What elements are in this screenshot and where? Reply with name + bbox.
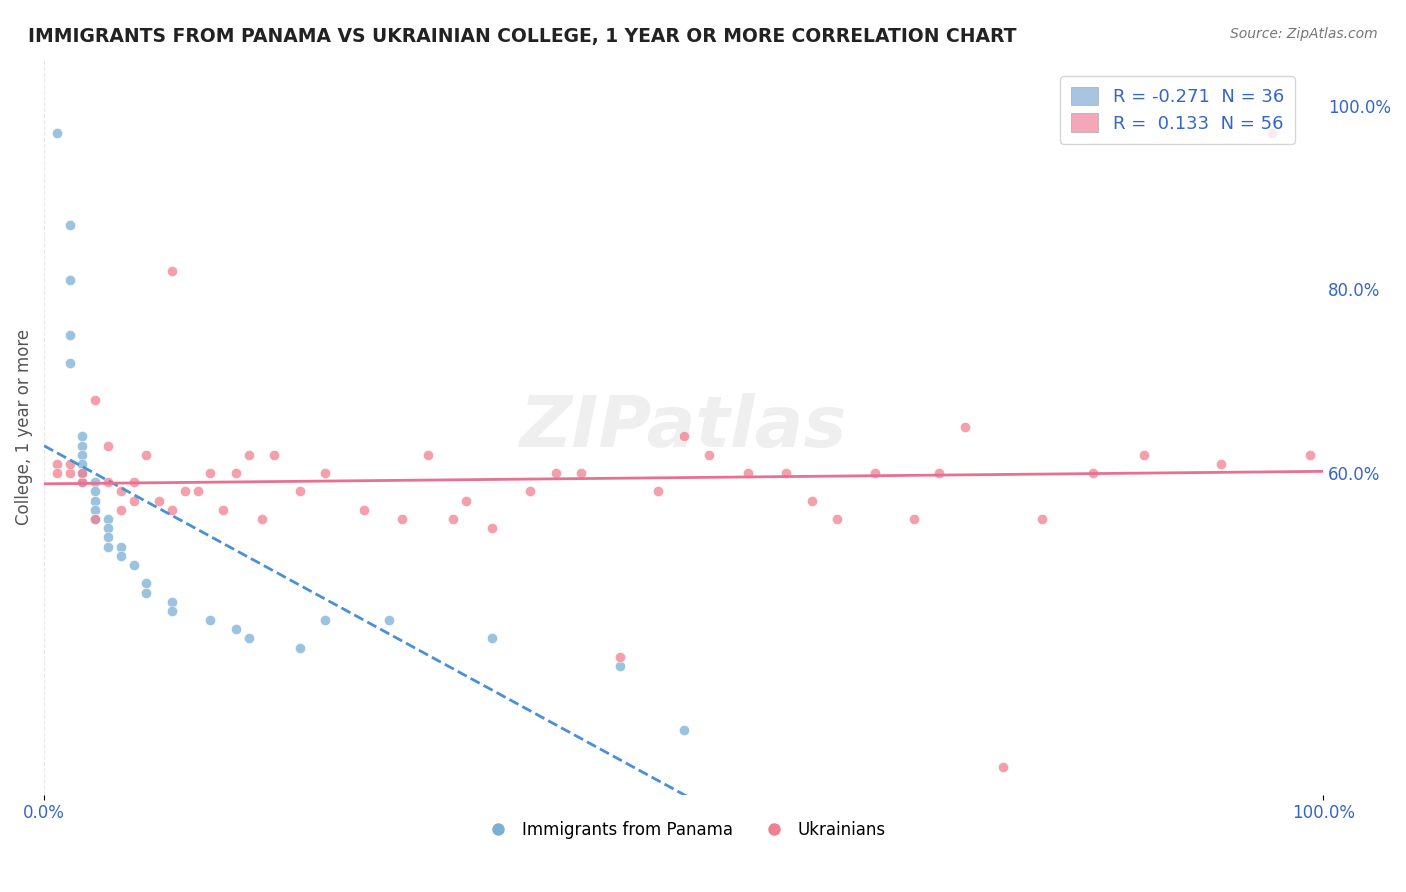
Point	[72, 438, 94, 452]
Text: Source: ZipAtlas.com: Source: ZipAtlas.com	[1230, 27, 1378, 41]
Point	[97, 438, 120, 452]
Point	[737, 466, 759, 480]
Point	[1209, 457, 1232, 471]
Text: IMMIGRANTS FROM PANAMA VS UKRAINIAN COLLEGE, 1 YEAR OR MORE CORRELATION CHART: IMMIGRANTS FROM PANAMA VS UKRAINIAN COLL…	[28, 27, 1017, 45]
Point	[72, 457, 94, 471]
Point	[250, 512, 273, 526]
Point	[84, 512, 107, 526]
Point	[238, 632, 260, 646]
Point	[160, 264, 183, 278]
Point	[160, 604, 183, 618]
Point	[825, 512, 848, 526]
Point	[569, 466, 592, 480]
Point	[84, 512, 107, 526]
Point	[59, 356, 82, 370]
Point	[315, 613, 337, 627]
Point	[456, 493, 478, 508]
Point	[97, 540, 120, 554]
Point	[110, 540, 132, 554]
Point	[288, 640, 311, 655]
Point	[160, 503, 183, 517]
Point	[1299, 448, 1322, 462]
Point	[59, 218, 82, 232]
Point	[59, 466, 82, 480]
Point	[865, 466, 887, 480]
Point	[59, 328, 82, 343]
Point	[238, 448, 260, 462]
Point	[72, 466, 94, 480]
Point	[647, 484, 669, 499]
Point	[122, 558, 145, 572]
Point	[519, 484, 541, 499]
Point	[97, 521, 120, 535]
Point	[110, 549, 132, 563]
Point	[1031, 512, 1053, 526]
Point	[84, 475, 107, 490]
Point	[173, 484, 195, 499]
Point	[212, 503, 235, 517]
Point	[97, 512, 120, 526]
Point	[84, 493, 107, 508]
Point	[775, 466, 797, 480]
Point	[97, 530, 120, 544]
Point	[110, 503, 132, 517]
Point	[672, 723, 695, 738]
Point	[110, 484, 132, 499]
Point	[97, 475, 120, 490]
Point	[288, 484, 311, 499]
Point	[200, 466, 222, 480]
Point	[72, 475, 94, 490]
Point	[187, 484, 209, 499]
Point	[135, 448, 157, 462]
Point	[353, 503, 375, 517]
Legend: Immigrants from Panama, Ukrainians: Immigrants from Panama, Ukrainians	[475, 814, 893, 846]
Point	[84, 503, 107, 517]
Point	[59, 273, 82, 287]
Point	[609, 649, 631, 664]
Text: ZIPatlas: ZIPatlas	[520, 392, 848, 462]
Point	[72, 466, 94, 480]
Point	[160, 595, 183, 609]
Point	[481, 521, 503, 535]
Point	[544, 466, 567, 480]
Point	[45, 457, 67, 471]
Point	[135, 576, 157, 591]
Y-axis label: College, 1 year or more: College, 1 year or more	[15, 329, 32, 525]
Point	[441, 512, 464, 526]
Point	[72, 475, 94, 490]
Point	[953, 420, 976, 434]
Point	[672, 429, 695, 443]
Point	[903, 512, 925, 526]
Point	[225, 466, 247, 480]
Point	[84, 484, 107, 499]
Point	[148, 493, 170, 508]
Point	[609, 659, 631, 673]
Point	[263, 448, 285, 462]
Point	[1261, 126, 1284, 140]
Point	[122, 475, 145, 490]
Point	[697, 448, 720, 462]
Point	[200, 613, 222, 627]
Point	[59, 457, 82, 471]
Point	[1081, 466, 1104, 480]
Point	[72, 429, 94, 443]
Point	[378, 613, 401, 627]
Point	[928, 466, 950, 480]
Point	[1133, 448, 1156, 462]
Point	[122, 493, 145, 508]
Point	[72, 448, 94, 462]
Point	[481, 632, 503, 646]
Point	[45, 466, 67, 480]
Point	[391, 512, 413, 526]
Point	[45, 126, 67, 140]
Point	[315, 466, 337, 480]
Point	[993, 760, 1015, 774]
Point	[135, 585, 157, 599]
Point	[800, 493, 823, 508]
Point	[225, 623, 247, 637]
Point	[84, 392, 107, 407]
Point	[416, 448, 439, 462]
